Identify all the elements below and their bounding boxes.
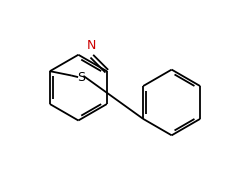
Text: N: N [86,39,96,52]
Text: S: S [77,71,85,84]
